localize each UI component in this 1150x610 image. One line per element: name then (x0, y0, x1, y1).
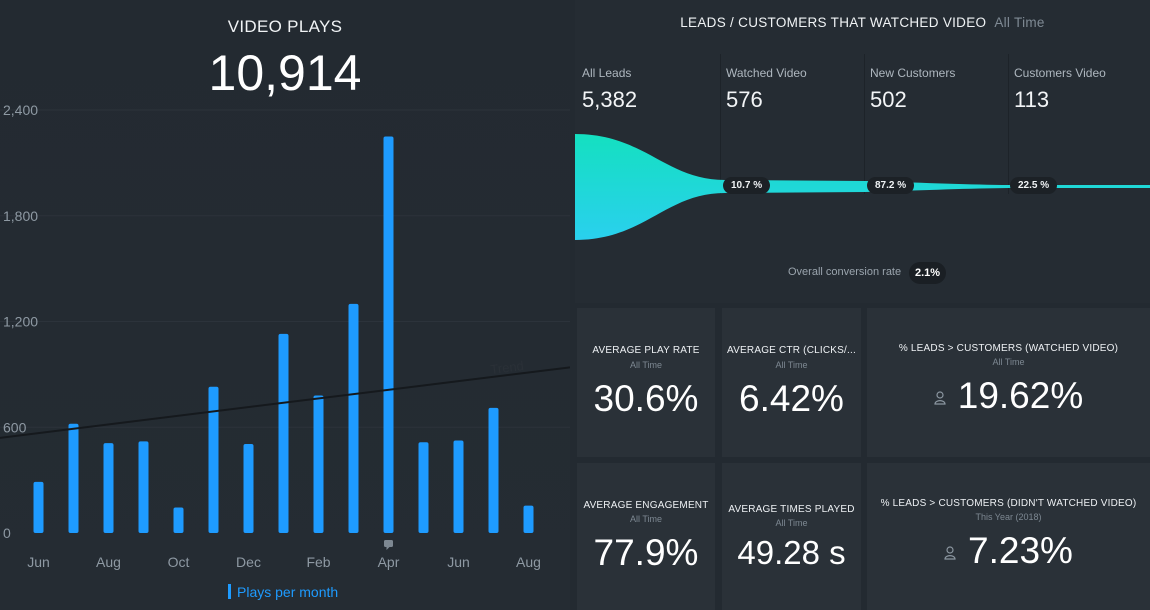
comment-icon-tail (386, 547, 390, 550)
kpi-subtitle: All Time (992, 357, 1025, 367)
funnel-stage-value: 5,382 (582, 87, 638, 112)
y-tick-label: 0 (3, 525, 11, 541)
kpi-subtitle: All Time (629, 360, 662, 370)
funnel-stage-label: Watched Video (726, 66, 807, 80)
kpi-title: AVERAGE ENGAGEMENT (583, 500, 709, 511)
overall-conversion-value: 2.1% (909, 262, 947, 284)
funnel-stage-all-leads: All Leads 5,382 (582, 66, 637, 113)
bar[interactable] (488, 407, 499, 533)
kpi-title: % LEADS > CUSTOMERS (DIDN'T WATCHED VIDE… (880, 498, 1137, 509)
kpi-subtitle: This Year (2018) (975, 512, 1042, 522)
x-tick-label: Oct (168, 554, 190, 570)
funnel-stage-label: New Customers (870, 66, 956, 80)
kpi-subtitle: All Time (775, 518, 808, 528)
funnel-flow (575, 134, 1150, 240)
kpi-value-row: 7.23% (867, 530, 1150, 572)
kpi-title: % LEADS > CUSTOMERS (WATCHED VIDEO) (898, 343, 1119, 354)
kpi-title: AVERAGE TIMES PLAYED (728, 504, 855, 515)
funnel-divider (1008, 54, 1009, 194)
funnel-stage-label: Customers Video (1014, 66, 1106, 80)
y-tick-label: 1,200 (3, 314, 38, 330)
kpi-leads-customers-didnt-watch[interactable]: % LEADS > CUSTOMERS (DIDN'T WATCHED VIDE… (867, 463, 1150, 610)
x-tick-label: Jun (27, 554, 50, 570)
funnel-stage-value: 576 (726, 87, 763, 112)
x-tick-label: Feb (306, 554, 330, 570)
bar[interactable] (453, 440, 464, 533)
bar[interactable] (103, 443, 114, 533)
kpi-average-ctr[interactable]: AVERAGE CTR (CLICKS/... All Time 6.42% (722, 308, 861, 457)
funnel-divider (864, 54, 865, 194)
funnel-shape (575, 134, 1150, 240)
funnel-stage-value: 113 (1014, 87, 1050, 112)
kpi-value: 6.42% (739, 378, 844, 419)
person-icon (944, 546, 956, 560)
conversion-pill-2: 87.2 % (867, 177, 915, 194)
bar[interactable] (313, 395, 324, 533)
kpi-subtitle: All Time (775, 360, 808, 370)
kpi-title: AVERAGE PLAY RATE (592, 345, 700, 356)
funnel-stage-value: 502 (870, 87, 907, 112)
bar[interactable] (173, 507, 184, 533)
y-tick-label: 1,800 (3, 208, 38, 224)
funnel-title-text: LEADS / CUSTOMERS THAT WATCHED VIDEO (680, 15, 987, 30)
person-icon (934, 391, 946, 405)
funnel-stage-label: All Leads (582, 66, 632, 80)
comment-icon (384, 540, 393, 547)
funnel-title: LEADS / CUSTOMERS THAT WATCHED VIDEO All … (575, 15, 1150, 30)
x-tick-label: Aug (516, 554, 541, 570)
kpi-leads-customers-watched[interactable]: % LEADS > CUSTOMERS (WATCHED VIDEO) All … (867, 308, 1150, 457)
funnel-stage-watched-video: Watched Video 576 (726, 66, 807, 113)
bar[interactable] (33, 481, 44, 533)
kpi-subtitle: All Time (629, 514, 662, 524)
bar[interactable] (523, 505, 534, 533)
kpi-value: 77.9% (593, 532, 699, 573)
kpi-value: 49.28 s (737, 534, 846, 571)
kpi-average-times-played[interactable]: AVERAGE TIMES PLAYED All Time 49.28 s (722, 463, 861, 610)
overall-conversion-label: Overall conversion rate (788, 266, 902, 278)
video-plays-chart: 0 600 1,200 1,800 2,400 Jun Aug Oct Dec Feb Apr Jun… (0, 102, 570, 570)
trend-label: Trend (490, 358, 525, 377)
kpi-value-row: 19.62% (867, 375, 1150, 417)
bar[interactable] (418, 442, 429, 533)
kpi-title: AVERAGE CTR (CLICKS/... (727, 345, 856, 356)
bar[interactable] (383, 136, 394, 533)
kpi-average-play-rate[interactable]: AVERAGE PLAY RATE All Time 30.6% (577, 308, 715, 457)
bar[interactable] (68, 423, 79, 533)
kpi-value: 19.62% (957, 375, 1084, 416)
bar[interactable] (243, 443, 254, 533)
bar[interactable] (208, 386, 219, 533)
x-tick-label: Jun (447, 554, 470, 570)
x-tick-label: Dec (236, 554, 261, 570)
chart-legend[interactable]: Plays per month (228, 584, 338, 600)
funnel-stage-customers-video: Customers Video 113 (1014, 66, 1106, 113)
legend-swatch (228, 584, 231, 599)
funnel-subtitle: All Time (994, 15, 1045, 30)
y-tick-label: 600 (3, 419, 27, 435)
kpi-average-engagement[interactable]: AVERAGE ENGAGEMENT All Time 77.9% (577, 463, 715, 610)
kpi-value: 30.6% (593, 378, 699, 419)
video-plays-panel: VIDEO PLAYS 10,914 0 600 1,200 1,800 2,400 Ju… (0, 0, 570, 610)
trend-line (0, 366, 570, 439)
x-tick-label: Aug (96, 554, 121, 570)
kpi-value: 7.23% (968, 530, 1073, 571)
x-tick-label: Apr (378, 554, 400, 570)
funnel-panel: LEADS / CUSTOMERS THAT WATCHED VIDEO All … (575, 0, 1150, 303)
bar[interactable] (348, 303, 359, 533)
legend-label: Plays per month (237, 584, 339, 600)
conversion-pill-1: 10.7 % (723, 177, 771, 194)
y-tick-label: 2,400 (3, 102, 38, 118)
bar[interactable] (138, 441, 149, 533)
video-plays-title: VIDEO PLAYS (227, 17, 343, 36)
bar[interactable] (278, 333, 289, 533)
video-plays-total: 10,914 (208, 45, 362, 101)
conversion-pill-3: 22.5 % (1010, 177, 1058, 194)
funnel-stage-new-customers: New Customers 502 (870, 66, 955, 113)
funnel-divider (720, 54, 721, 194)
